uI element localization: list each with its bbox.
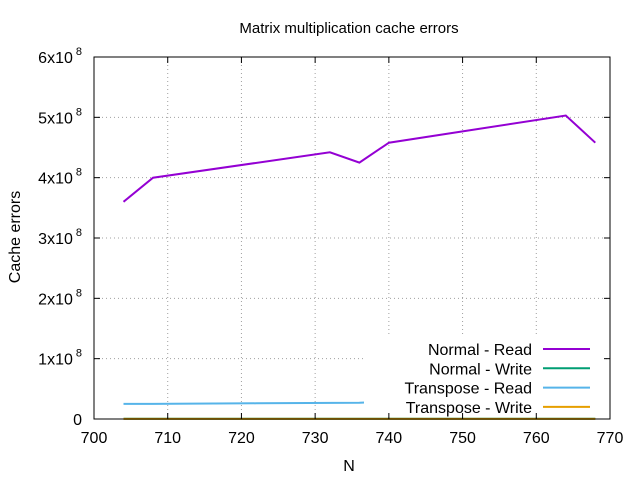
x-tick-labels: 700 710 720 730 740 750 760 770: [81, 430, 624, 447]
legend-label: Normal - Read: [428, 342, 532, 359]
y-tick-label: 0: [73, 412, 82, 429]
x-tick-label: 710: [154, 430, 181, 447]
chart-title: Matrix multiplication cache errors: [239, 20, 458, 37]
x-tick-label: 700: [81, 430, 108, 447]
legend-entry: Transpose - Write: [406, 400, 590, 417]
x-axis-title: N: [343, 458, 355, 475]
y-tick-label: 1x10 8: [38, 348, 82, 369]
y-tick-labels: 0 1x10 8 2x10 8 3x10 8 4x10 8 5x10 8 6x10 8: [38, 46, 82, 429]
series-line-1: [122, 114, 596, 203]
y-tick-label: 6x10 8: [38, 46, 82, 67]
axis-ticks: [93, 56, 611, 420]
legend-label: Transpose - Write: [406, 400, 532, 417]
legend: Normal - Read Normal - Write Transpose - R…: [405, 342, 590, 417]
legend-label: Transpose - Read: [405, 381, 532, 398]
legend-entry: Normal - Write: [429, 361, 590, 378]
x-tick-label: 720: [228, 430, 255, 447]
y-tick-label: 2x10 8: [38, 287, 82, 308]
y-tick-label: 5x10 8: [38, 106, 82, 127]
legend-label: Normal - Write: [429, 361, 532, 378]
y-axis-title: Cache errors: [7, 191, 24, 283]
x-tick-label: 750: [449, 430, 476, 447]
x-tick-label: 770: [597, 430, 624, 447]
y-tick-label: 3x10 8: [38, 227, 82, 248]
x-tick-label: 730: [302, 430, 329, 447]
grid: [94, 57, 610, 419]
x-tick-label: 760: [523, 430, 550, 447]
y-tick-label: 4x10 8: [38, 167, 82, 188]
x-tick-label: 740: [376, 430, 403, 447]
legend-entry: Normal - Read: [428, 342, 590, 359]
legend-entry: Transpose - Read: [405, 381, 590, 398]
